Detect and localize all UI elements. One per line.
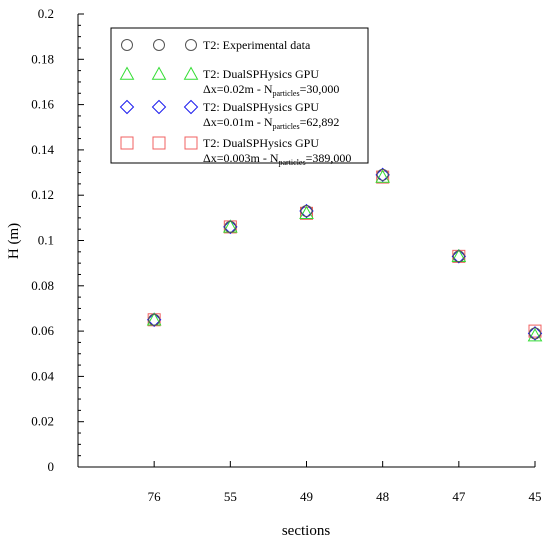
- data-point-diamond: [146, 312, 162, 327]
- legend-entry-label: T2: Experimental data: [203, 38, 311, 52]
- data-point-diamond: [223, 219, 238, 235]
- legend-marker-square: [120, 136, 134, 150]
- data-point-circle: [148, 313, 161, 326]
- legend-marker-circle: [153, 39, 165, 51]
- legend-marker-circle: [121, 39, 133, 51]
- x-tick-label: 55: [224, 489, 237, 504]
- legend-entry-label: T2: DualSPHysics GPU: [203, 100, 319, 114]
- y-tick-label: 0.04: [31, 368, 54, 383]
- x-tick-label: 48: [376, 489, 389, 504]
- x-tick-label: 47: [452, 489, 466, 504]
- legend-entry-label: T2: DualSPHysics GPU: [203, 136, 319, 150]
- x-tick-label: 45: [529, 489, 542, 504]
- x-tick-label: 49: [300, 489, 313, 504]
- y-axis-title: H (m): [6, 223, 22, 259]
- y-tick-label: 0.2: [38, 6, 54, 21]
- data-point-diamond: [299, 203, 314, 219]
- y-axis: 0 0.02 0.04 0.06 0.08 0.1 0.12 0.14 0.16 0.18 0.2: [31, 6, 84, 474]
- data-point-diamond: [527, 326, 543, 341]
- data-point-triangle: [375, 169, 391, 183]
- y-tick-label: 0.1: [38, 233, 54, 248]
- legend-marker-square: [184, 136, 198, 150]
- x-axis-title: sections: [282, 523, 330, 539]
- legend-marker-triangle: [119, 66, 135, 80]
- legend-entry-detail: Δx=0.003m - Nparticles=389,000: [203, 151, 351, 167]
- y-tick-label: 0.18: [31, 51, 54, 66]
- data-point-circle: [452, 250, 465, 263]
- y-tick-label: 0.02: [31, 414, 54, 429]
- data-point-circle: [376, 168, 389, 181]
- data-point-circle: [300, 205, 313, 218]
- y-tick-label: 0.16: [31, 97, 54, 112]
- legend-marker-diamond: [151, 99, 167, 115]
- y-tick-label: 0.12: [31, 187, 54, 202]
- legend-marker-square: [152, 136, 166, 150]
- legend-marker-diamond: [183, 99, 199, 115]
- y-tick-label: 0: [48, 459, 55, 474]
- x-tick-label: 76: [148, 489, 162, 504]
- x-axis: 76 55 49 48 47 45: [148, 461, 542, 504]
- data-point-diamond: [375, 167, 390, 183]
- y-tick-label: 0.08: [31, 278, 54, 293]
- y-tick-label: 0.14: [31, 142, 54, 157]
- data-points: [146, 167, 543, 342]
- data-point-triangle: [527, 328, 543, 342]
- legend-marker-circle: [185, 39, 197, 51]
- data-point-triangle: [299, 205, 314, 220]
- data-point-circle: [224, 220, 237, 233]
- legend-entry-label: T2: DualSPHysics GPU: [203, 67, 319, 81]
- legend-box: [110, 27, 369, 164]
- data-point-square: [528, 324, 542, 338]
- y-tick-label: 0.06: [31, 323, 54, 338]
- data-point-circle: [529, 327, 541, 340]
- legend: T2: Experimental data T2: DualSPHysics GP…: [110, 27, 369, 167]
- legend-marker-triangle: [151, 66, 167, 80]
- legend-entry-detail: Δx=0.01m - Nparticles=62,892: [203, 115, 339, 131]
- data-point-diamond: [451, 249, 467, 264]
- legend-entry-detail: Δx=0.02m - Nparticles=30,000: [203, 82, 339, 98]
- legend-marker-triangle: [183, 66, 199, 80]
- legend-marker-diamond: [119, 99, 135, 115]
